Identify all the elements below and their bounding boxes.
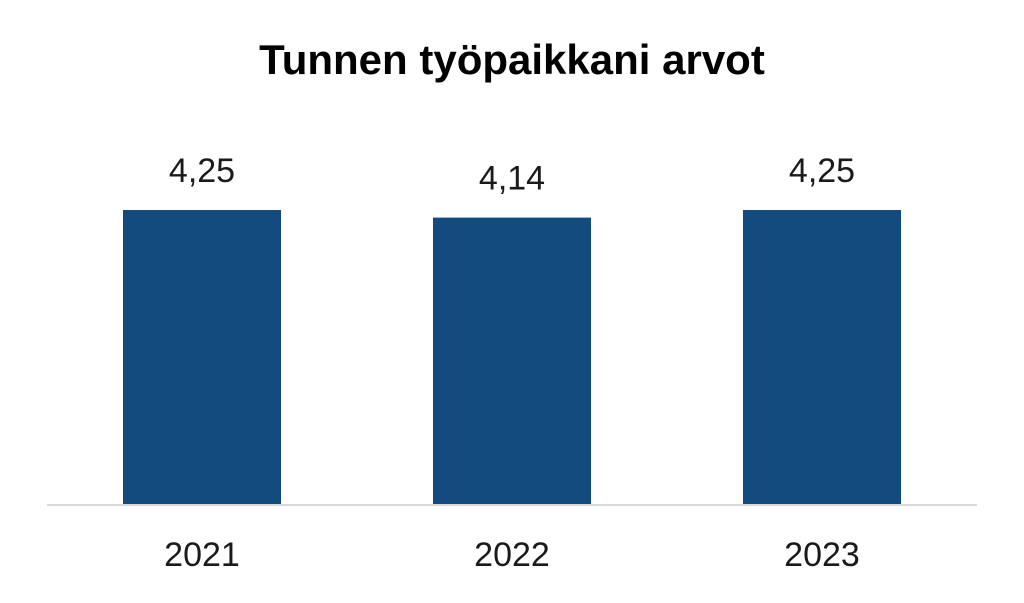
x-tick-label-2021: 2021 xyxy=(164,536,240,574)
bars-layer xyxy=(123,210,901,505)
x-tick-label-2022: 2022 xyxy=(474,536,550,574)
labels-layer: 4,25 2021 4,14 2022 4,25 2023 xyxy=(164,152,860,574)
data-label-2021: 4,25 xyxy=(169,152,235,190)
data-label-2023: 4,25 xyxy=(789,152,855,190)
chart-title: Tunnen työpaikkani arvot xyxy=(259,36,765,83)
bar-2023 xyxy=(743,210,901,505)
x-tick-label-2023: 2023 xyxy=(784,536,860,574)
data-label-2022: 4,14 xyxy=(479,160,545,198)
bar-2021 xyxy=(123,210,281,505)
bar-2022 xyxy=(433,217,591,505)
